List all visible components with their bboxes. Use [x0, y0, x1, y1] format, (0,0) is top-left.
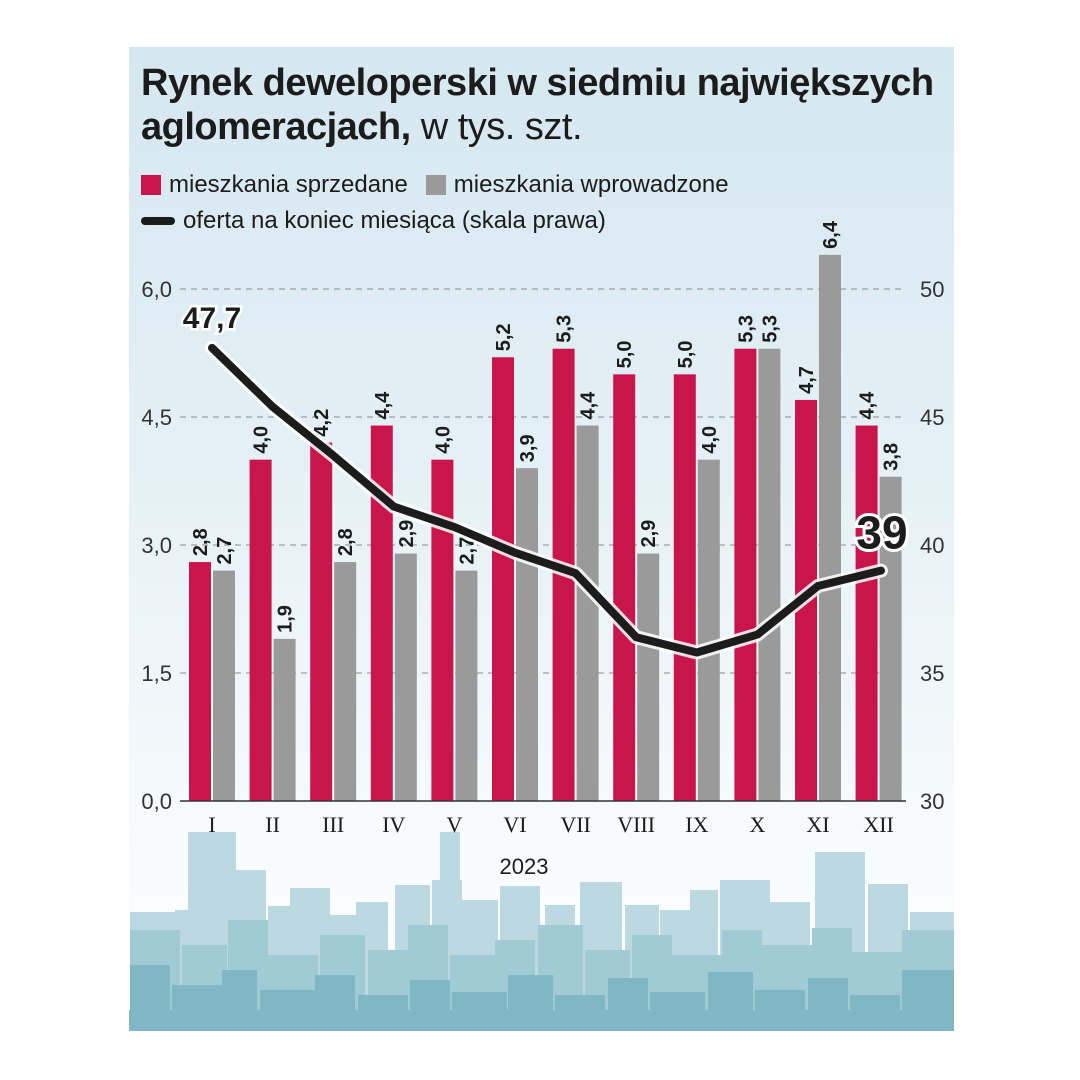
chart-title-main: Rynek deweloperski w siedmiu największyc…	[141, 62, 934, 148]
chart-title: Rynek deweloperski w siedmiu największyc…	[141, 61, 941, 149]
legend-swatch-introduced	[425, 175, 446, 195]
legend-line: oferta na koniec miesiąca (skala prawa)	[141, 207, 624, 235]
legend-item-offer: oferta na koniec miesiąca (skala prawa)	[141, 207, 606, 235]
legend-item-introduced: mieszkania wprowadzone	[425, 171, 729, 199]
legend-item-sold: mieszkania sprzedane	[141, 171, 408, 199]
legend: mieszkania sprzedane mieszkania wprowadz…	[141, 171, 747, 199]
legend-label-sold: mieszkania sprzedane	[169, 171, 408, 198]
source-note: Dane: Otodom Analytics	[785, 1006, 946, 1023]
chart-card: Rynek deweloperski w siedmiu największyc…	[129, 47, 954, 1031]
chart-title-unit: w tys. szt.	[420, 106, 583, 148]
legend-label-offer: oferta na koniec miesiąca (skala prawa)	[183, 207, 606, 234]
legend-swatch-sold	[141, 175, 161, 195]
legend-label-introduced: mieszkania wprowadzone	[453, 171, 729, 198]
legend-swatch-offer	[141, 217, 175, 225]
